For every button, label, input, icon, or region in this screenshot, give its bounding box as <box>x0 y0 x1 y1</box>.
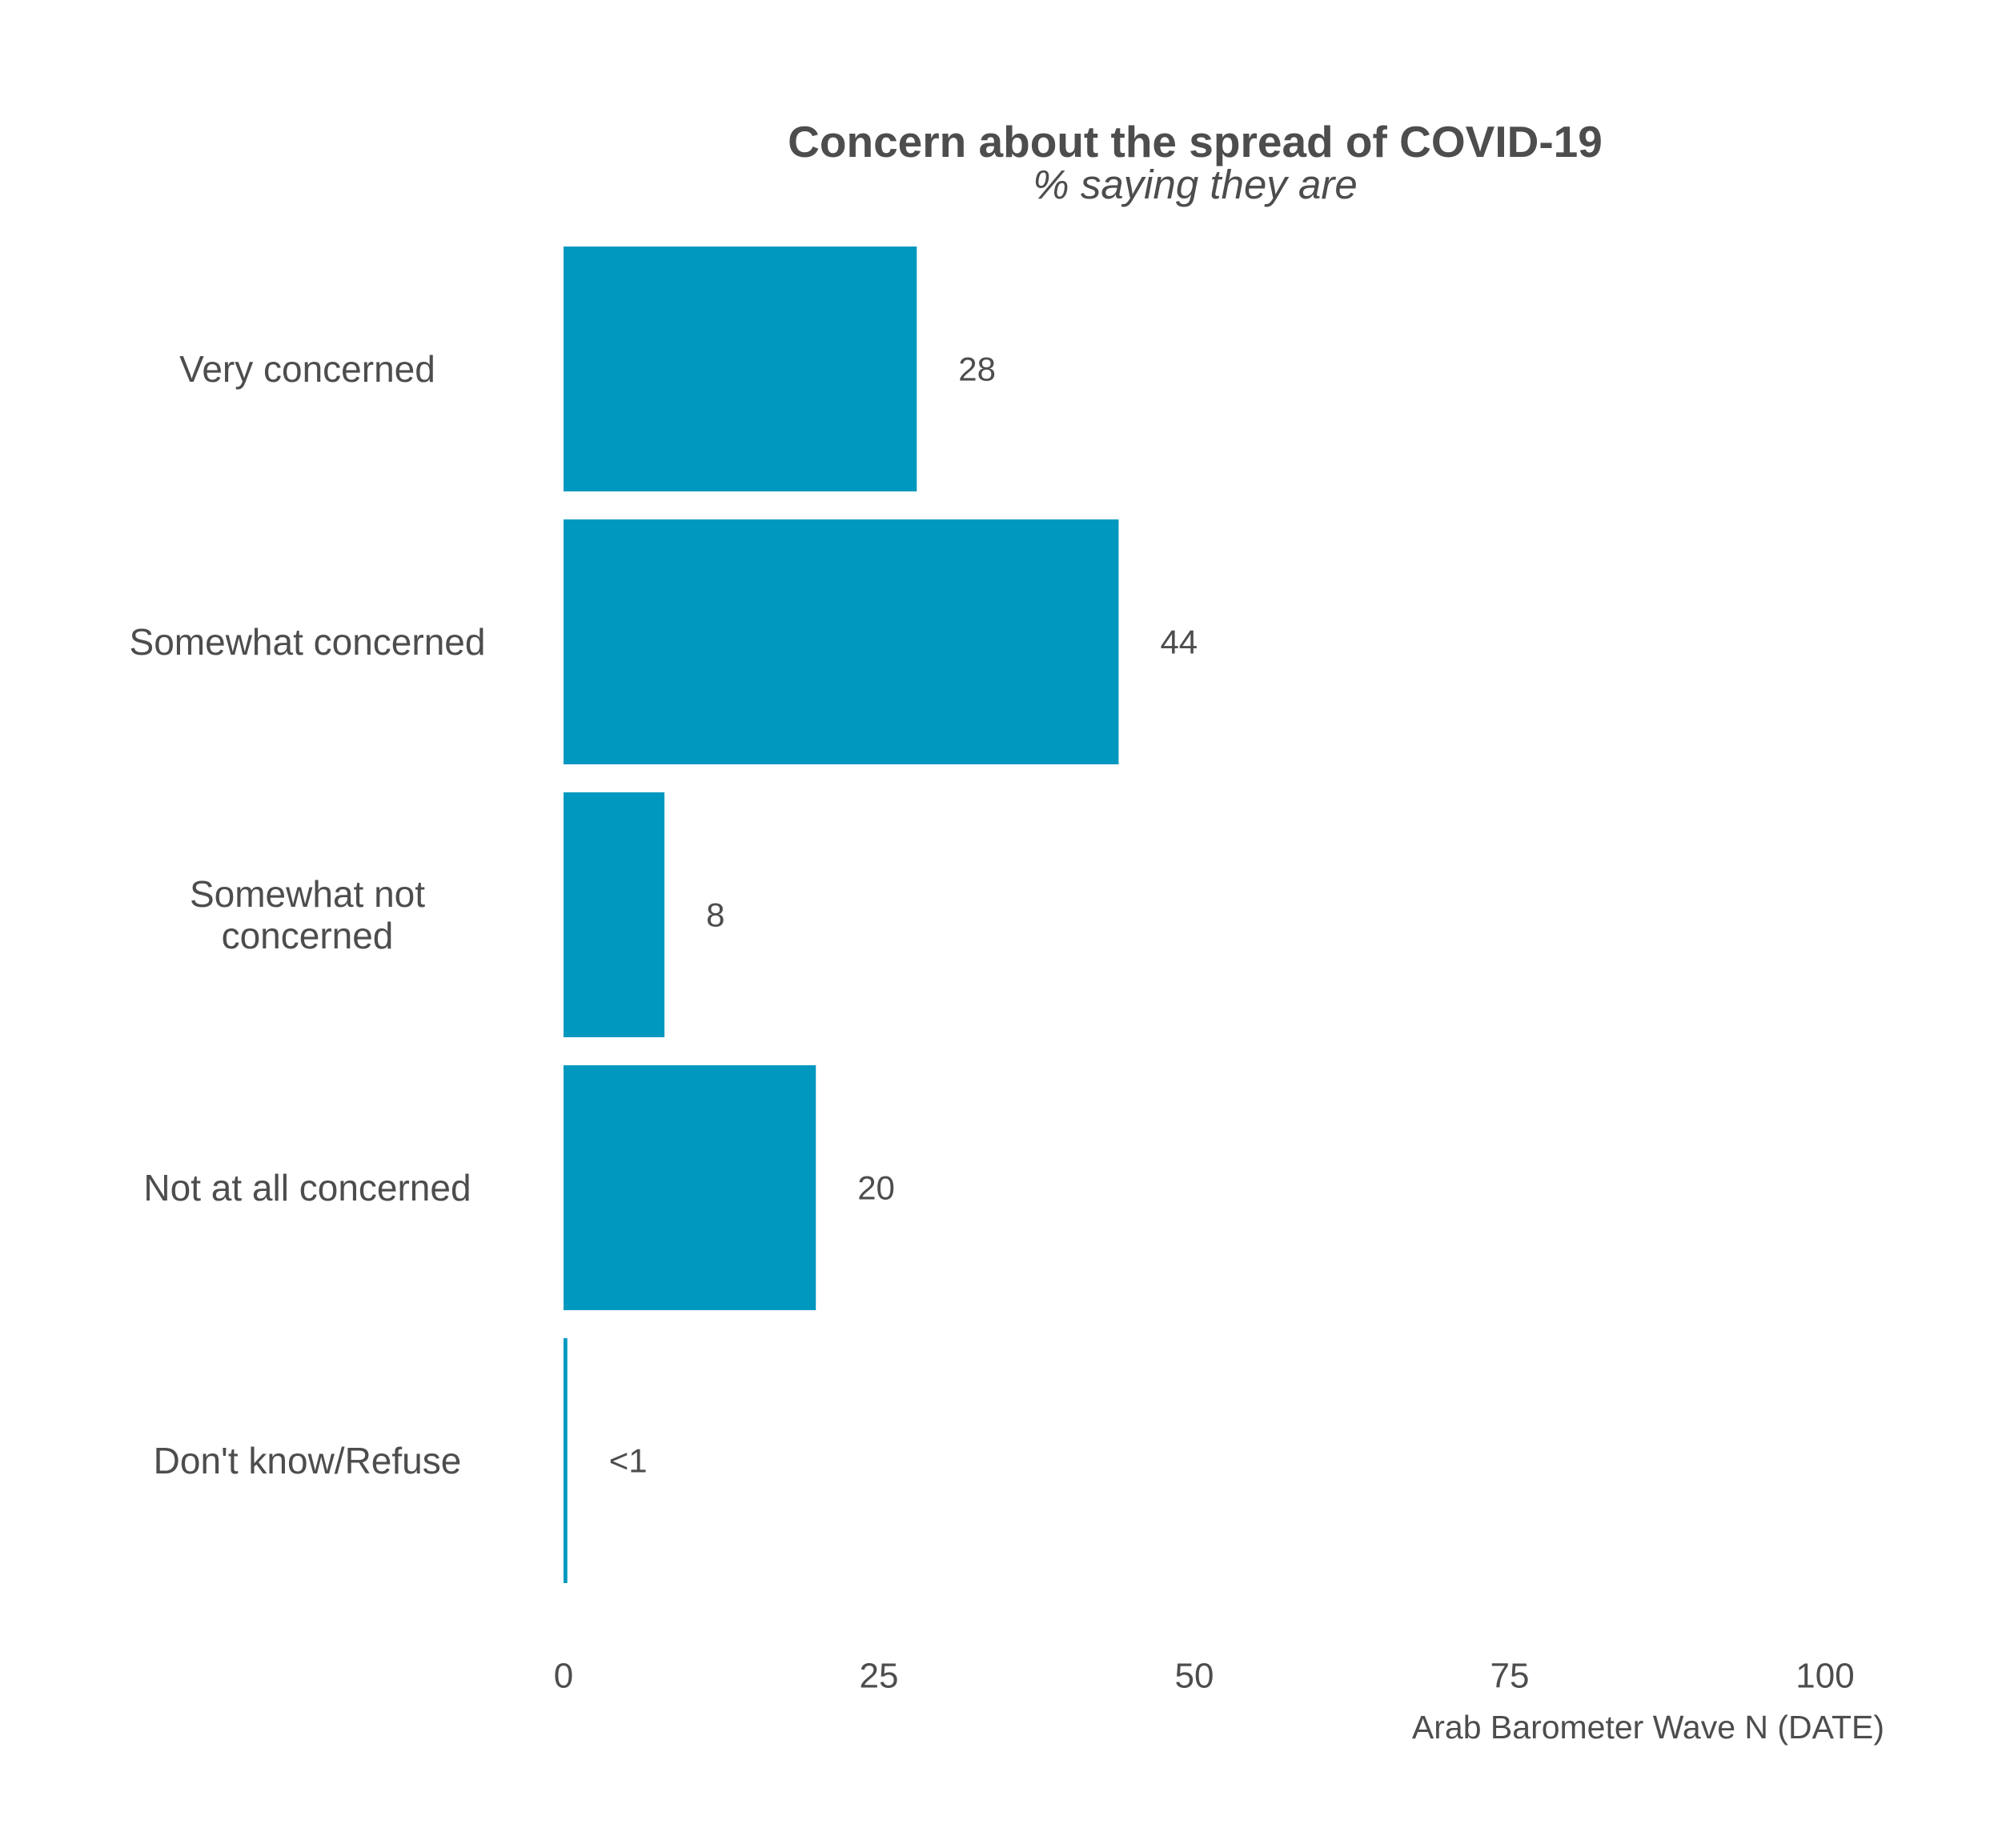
chart-subtitle: % saying they are <box>1033 162 1357 207</box>
value-label-2: 8 <box>706 896 724 934</box>
category-label-3: Not at all concerned <box>143 1167 471 1209</box>
value-label-4: <1 <box>609 1442 648 1480</box>
x-tick-label-3: 75 <box>1490 1657 1530 1696</box>
x-tick-label-0: 0 <box>554 1657 573 1696</box>
chart-caption: Arab Barometer Wave N (DATE) <box>1412 1709 1884 1746</box>
category-label-2: Somewhat not concerned <box>190 873 425 956</box>
bar-1 <box>564 519 1119 764</box>
value-labels-layer: 28 44 8 20 <1 <box>609 351 1198 1480</box>
x-tick-label-4: 100 <box>1795 1657 1854 1696</box>
bar-4 <box>564 1338 568 1583</box>
value-label-0: 28 <box>958 351 996 388</box>
x-axis-ticks: 0 25 50 75 100 <box>554 1657 1855 1696</box>
category-label-0: Very concerned <box>179 348 435 390</box>
x-tick-label-1: 25 <box>860 1657 899 1696</box>
value-label-1: 44 <box>1160 623 1198 661</box>
category-label-1: Somewhat concerned <box>130 621 486 663</box>
category-labels-layer: Very concerned Somewhat concerned Somewhat… <box>130 348 486 1481</box>
bar-0 <box>564 247 917 491</box>
chart-title: Concern about the spread of COVID-19 <box>788 117 1603 166</box>
bar-2 <box>564 792 665 1037</box>
category-label-4: Don't know/Refuse <box>154 1440 462 1481</box>
value-label-3: 20 <box>857 1169 895 1207</box>
x-tick-label-2: 50 <box>1175 1657 1214 1696</box>
bar-3 <box>564 1065 816 1310</box>
bars-layer <box>564 247 1119 1583</box>
